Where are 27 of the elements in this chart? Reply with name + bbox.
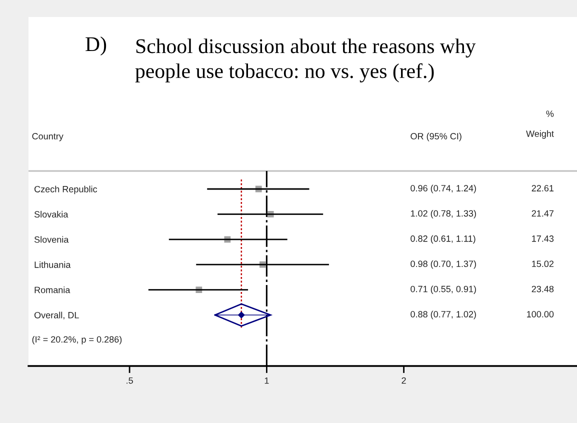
- y2-tick-label: 0.82 (0.61, 1.11): [410, 235, 476, 244]
- y-tick-label: Slovenia: [34, 236, 69, 243]
- x-tick-label: .5: [126, 377, 133, 384]
- y2-tick-label: 1.02 (0.78, 1.33): [410, 210, 476, 218]
- y2-axis-title: OR (95% CI): [410, 132, 462, 142]
- y2-tick-label: 0.98 (0.70, 1.37): [410, 260, 476, 269]
- y-tick-label: Overall, DL: [34, 312, 79, 320]
- annotation: 100.00: [527, 311, 554, 318]
- y-tick-label: Romania: [34, 286, 70, 294]
- annotation: 22.61: [532, 185, 554, 192]
- x-tick-label: 1: [264, 377, 269, 384]
- annotation: 15.02: [532, 260, 554, 268]
- chart-title: D) School discussion about the reasons why people use tobacco: no vs. yes (ref.): [86, 36, 476, 82]
- annotation: 23.48: [532, 286, 554, 292]
- x-tick-label: 2: [402, 377, 406, 384]
- annotation: 17.43: [532, 235, 554, 242]
- y2-tick-label: 0.71 (0.55, 0.91): [410, 286, 476, 294]
- point: [238, 312, 245, 318]
- y-tick-label: Lithuania: [34, 261, 71, 268]
- y-tick-label: Slovakia: [34, 210, 68, 218]
- y2-tick-label: 0.88 (0.77, 1.02): [410, 310, 476, 320]
- y-tick-label: Czech Republic: [34, 186, 98, 194]
- annotation: 21.47: [532, 210, 554, 217]
- annotation: (I² = 20.2%, p = 0.286): [32, 336, 122, 344]
- y-axis-title: Country: [32, 133, 64, 142]
- y2-tick-label: 0.96 (0.74, 1.24): [410, 184, 476, 194]
- text: % Weight: [526, 110, 554, 139]
